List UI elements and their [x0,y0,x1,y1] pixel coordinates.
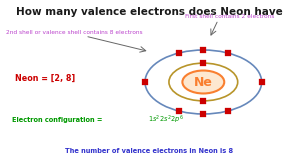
Text: How many valence electrons does Neon have: How many valence electrons does Neon hav… [16,7,283,17]
Text: The number of valence electrons in Neon is 8: The number of valence electrons in Neon … [65,148,234,154]
Text: First shell contains 2 electrons: First shell contains 2 electrons [185,14,275,19]
Text: 2nd shell or valence shell contains 8 electrons: 2nd shell or valence shell contains 8 el… [6,30,143,35]
Ellipse shape [182,71,224,93]
Text: Electron configuration =: Electron configuration = [12,117,105,123]
Text: Neon = [2, 8]: Neon = [2, 8] [15,74,75,83]
Text: $1s^{2}2s^{2}2p^{6}$: $1s^{2}2s^{2}2p^{6}$ [148,113,184,126]
Text: Ne: Ne [194,75,213,89]
